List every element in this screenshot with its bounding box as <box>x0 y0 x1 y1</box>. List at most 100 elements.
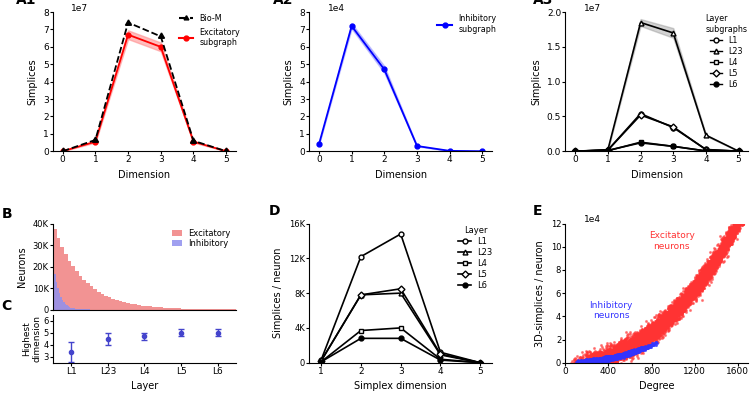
Point <box>705 261 717 267</box>
Point <box>627 338 640 345</box>
Point <box>617 345 629 351</box>
Point <box>680 290 692 297</box>
Point <box>616 344 628 351</box>
Point <box>608 352 620 359</box>
Point <box>720 240 733 246</box>
Point <box>639 331 651 337</box>
Point <box>736 220 748 227</box>
Point <box>734 220 746 227</box>
Point <box>716 252 728 259</box>
Point <box>725 233 737 240</box>
Point <box>576 359 588 365</box>
Point <box>586 351 598 358</box>
Point <box>700 272 712 278</box>
Point <box>709 260 721 267</box>
Point <box>685 286 697 293</box>
Point <box>709 261 721 268</box>
Point <box>690 285 702 291</box>
Point <box>653 318 665 324</box>
Point <box>700 265 712 272</box>
Point <box>695 282 707 289</box>
Point <box>591 357 603 364</box>
Point <box>598 355 610 362</box>
Point <box>598 355 610 361</box>
Point <box>615 349 627 356</box>
Point <box>630 349 642 355</box>
Point <box>705 268 717 274</box>
Point <box>601 355 613 362</box>
Point <box>668 306 680 312</box>
Point <box>630 349 642 355</box>
Point <box>606 352 618 358</box>
Point <box>707 256 719 263</box>
Point <box>650 325 662 331</box>
Point <box>686 287 699 293</box>
Point <box>636 338 648 345</box>
Point <box>581 359 593 366</box>
Point <box>674 302 686 309</box>
Point <box>598 359 610 366</box>
Point <box>656 326 668 332</box>
Point <box>589 357 601 364</box>
Point <box>710 255 722 262</box>
Point <box>692 283 704 289</box>
Point <box>624 350 637 356</box>
Point <box>728 229 740 235</box>
Point <box>600 348 612 354</box>
Point <box>677 299 689 306</box>
Point <box>732 220 744 227</box>
Point <box>686 292 699 299</box>
Point <box>609 353 621 359</box>
Point <box>725 222 737 229</box>
Point <box>706 260 718 266</box>
Point <box>585 353 597 359</box>
Point <box>704 265 716 271</box>
Point <box>588 357 600 364</box>
Point <box>658 316 671 322</box>
Point <box>684 295 696 301</box>
Point <box>604 356 616 362</box>
Point <box>690 284 702 290</box>
Point <box>635 345 647 351</box>
Bar <box>104 295 108 310</box>
Point <box>615 352 627 358</box>
Point <box>706 262 718 268</box>
Point <box>627 349 639 355</box>
Point <box>632 340 644 347</box>
Line: L6: L6 <box>573 140 741 154</box>
Point <box>610 354 622 360</box>
Point <box>590 357 602 364</box>
Point <box>630 333 642 339</box>
Point <box>712 258 724 265</box>
Point <box>683 289 695 295</box>
Point <box>609 355 621 361</box>
Point <box>708 259 720 266</box>
Point <box>678 299 690 305</box>
Point <box>678 294 690 301</box>
Point <box>625 339 637 345</box>
L4 <box>669 144 678 149</box>
Point <box>665 313 677 320</box>
Point <box>683 292 696 298</box>
Point <box>668 316 680 323</box>
Point <box>640 340 652 346</box>
Point <box>628 349 640 355</box>
L1 <box>636 111 645 116</box>
Point <box>663 317 675 323</box>
Point <box>596 357 609 364</box>
Point <box>735 220 747 227</box>
Point <box>658 332 671 339</box>
Point <box>717 250 729 256</box>
Point <box>702 280 714 287</box>
Point <box>666 310 678 317</box>
Point <box>615 353 627 360</box>
Point <box>708 267 720 273</box>
Point <box>698 271 710 278</box>
Point <box>700 271 712 277</box>
Point <box>718 245 730 252</box>
Point <box>618 350 631 357</box>
Point <box>621 351 634 357</box>
Point <box>723 232 735 238</box>
Point <box>674 305 686 312</box>
Point <box>672 305 684 312</box>
